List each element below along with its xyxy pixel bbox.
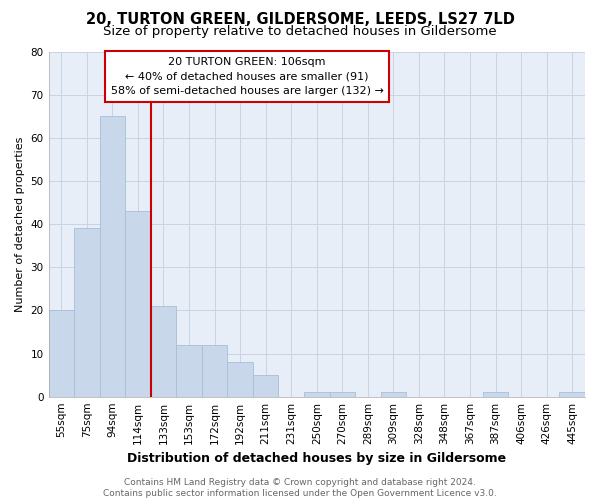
Bar	[176, 345, 202, 397]
Text: Contains HM Land Registry data © Crown copyright and database right 2024.
Contai: Contains HM Land Registry data © Crown c…	[103, 478, 497, 498]
Bar	[49, 310, 74, 396]
Bar	[559, 392, 585, 396]
Bar	[100, 116, 125, 396]
X-axis label: Distribution of detached houses by size in Gildersome: Distribution of detached houses by size …	[127, 452, 506, 465]
Bar	[304, 392, 329, 396]
Text: 20 TURTON GREEN: 106sqm
← 40% of detached houses are smaller (91)
58% of semi-de: 20 TURTON GREEN: 106sqm ← 40% of detache…	[110, 56, 383, 96]
Text: 20, TURTON GREEN, GILDERSOME, LEEDS, LS27 7LD: 20, TURTON GREEN, GILDERSOME, LEEDS, LS2…	[86, 12, 514, 28]
Bar	[125, 211, 151, 396]
Bar	[380, 392, 406, 396]
Bar	[253, 375, 278, 396]
Text: Size of property relative to detached houses in Gildersome: Size of property relative to detached ho…	[103, 25, 497, 38]
Y-axis label: Number of detached properties: Number of detached properties	[15, 136, 25, 312]
Bar	[227, 362, 253, 396]
Bar	[483, 392, 508, 396]
Bar	[202, 345, 227, 397]
Bar	[151, 306, 176, 396]
Bar	[74, 228, 100, 396]
Bar	[329, 392, 355, 396]
